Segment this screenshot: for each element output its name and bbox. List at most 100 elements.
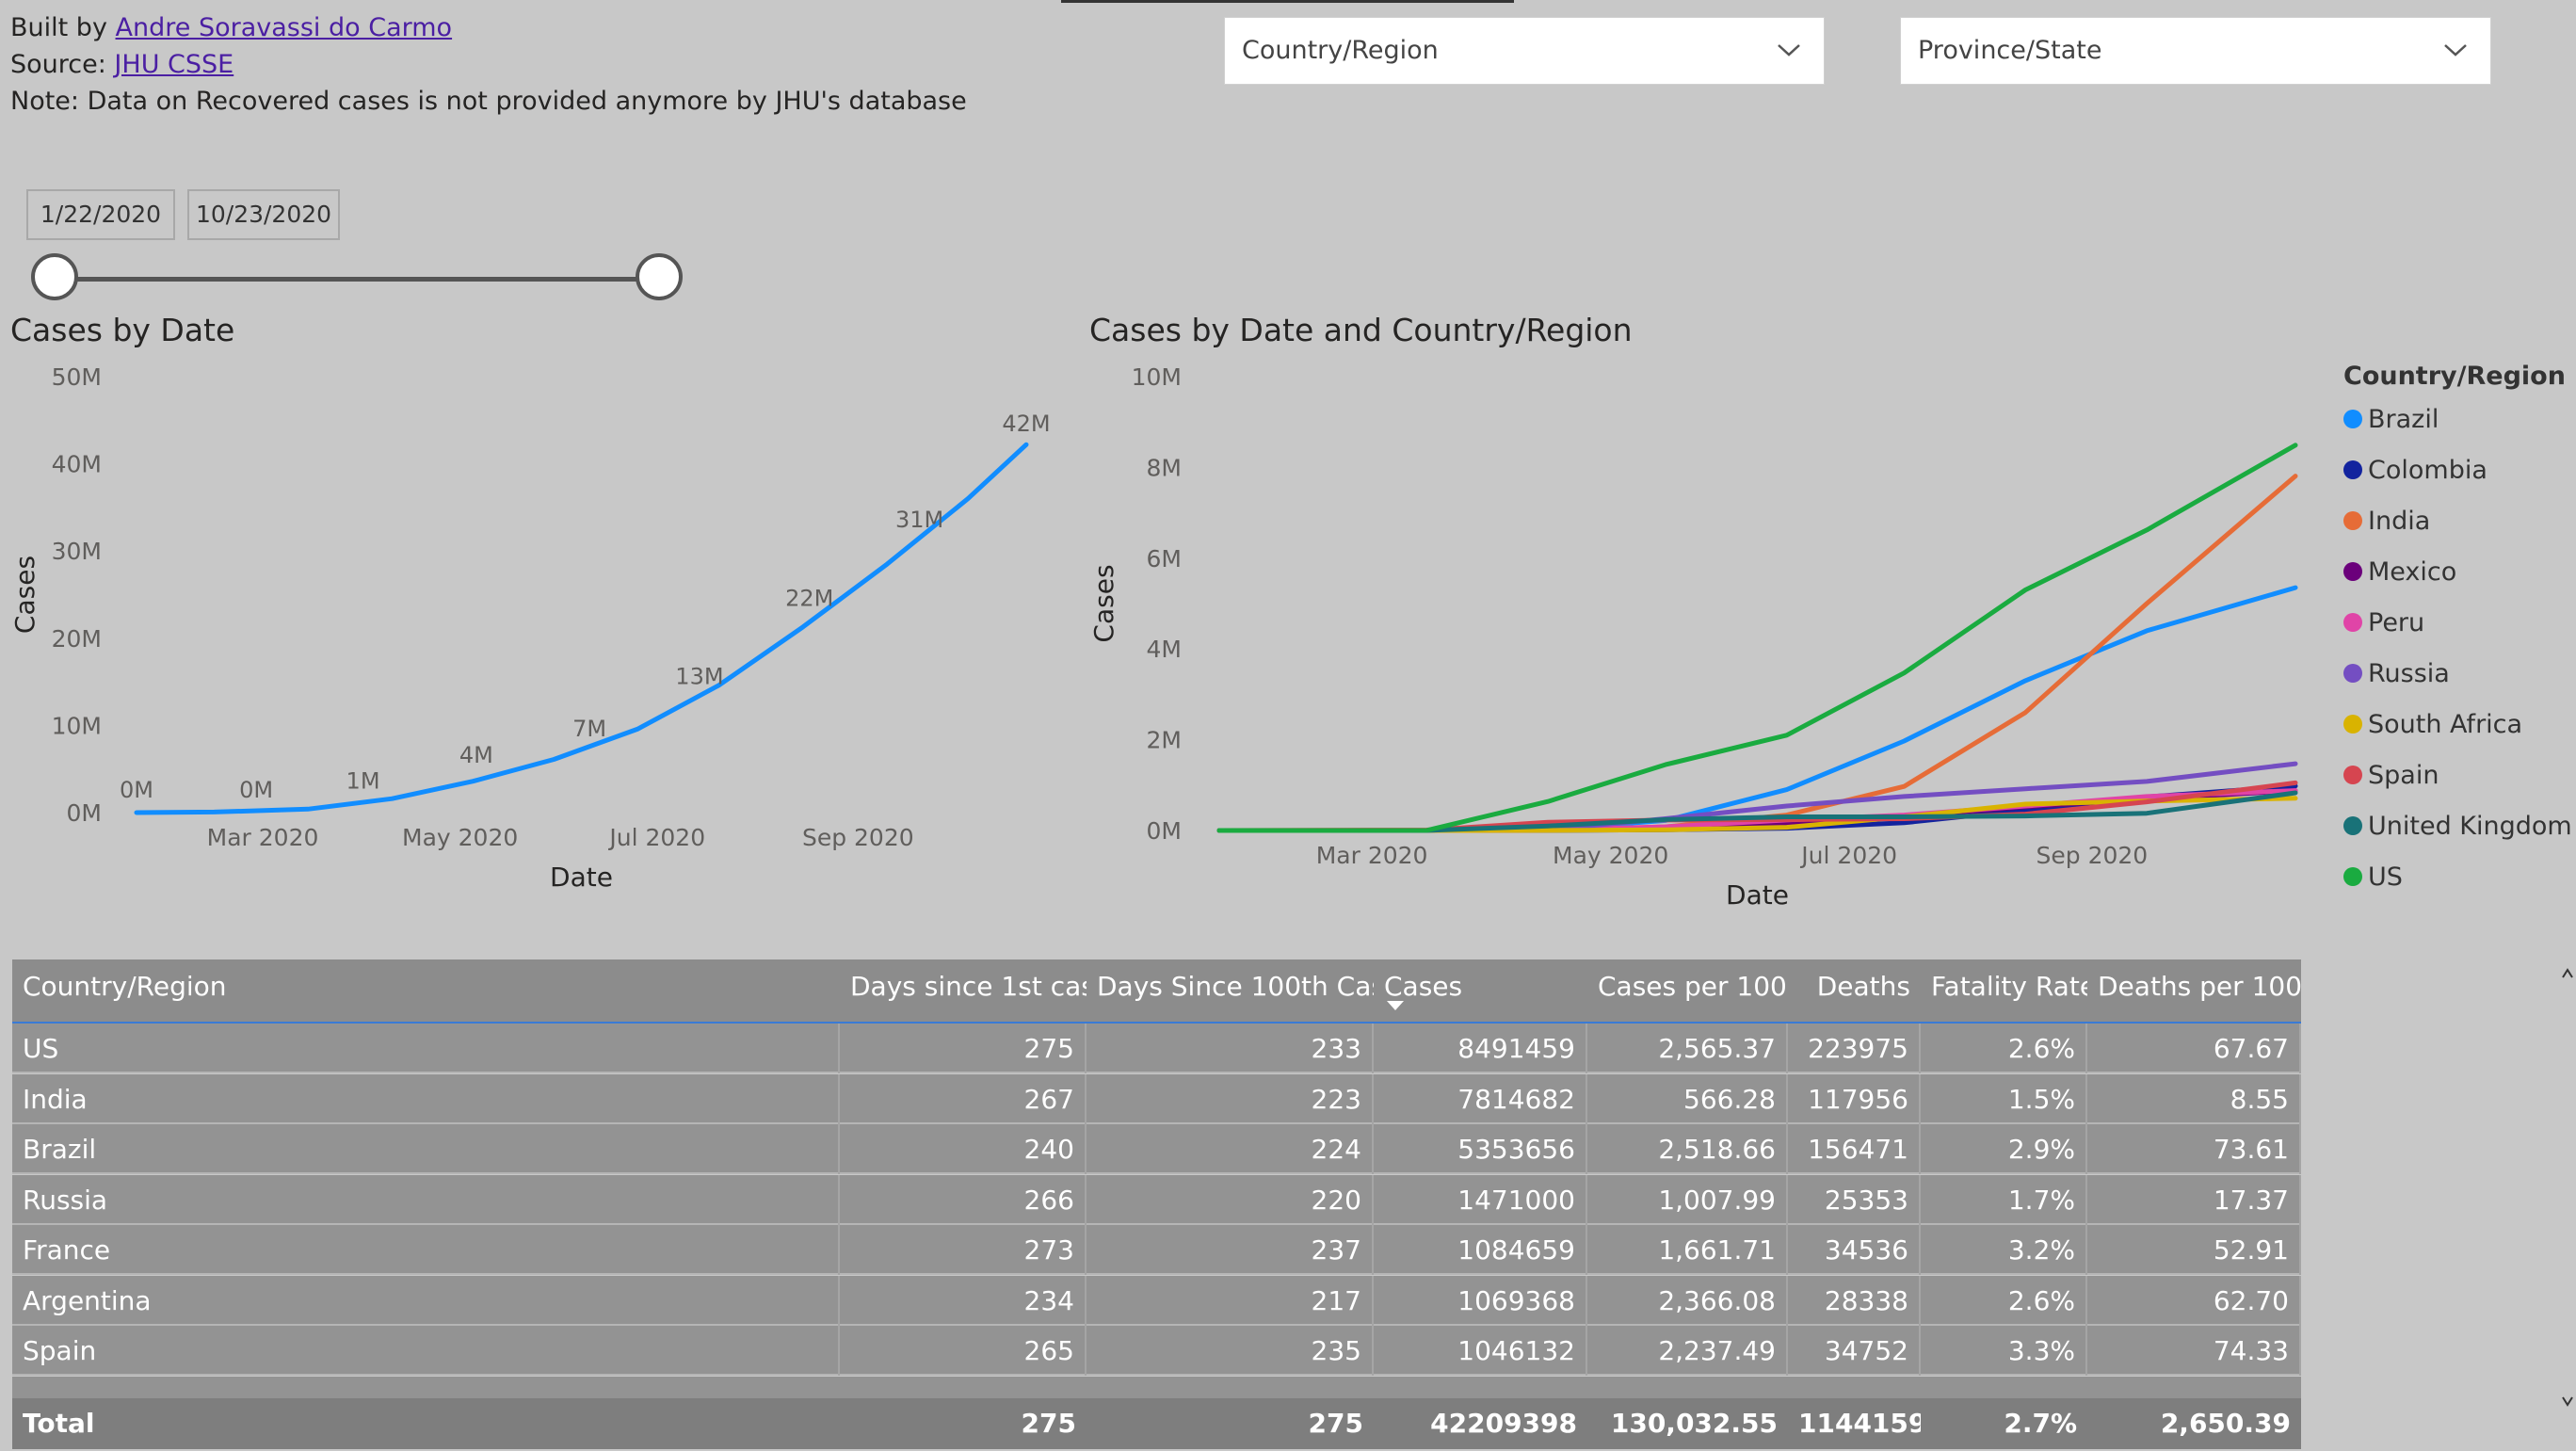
legend-label: US	[2368, 863, 2403, 892]
y-tick-label: 10M	[1132, 363, 1182, 391]
province-dropdown-label: Province/State	[1918, 36, 2102, 65]
table-cell: 234	[840, 1275, 1087, 1326]
column-header[interactable]: Country/Region	[23, 971, 227, 1002]
province-state-dropdown[interactable]: Province/State	[1900, 17, 2491, 85]
table-total-row: Total 275 275 42209398 130,032.55 1144159 2.7%…	[12, 1398, 2301, 1449]
scroll-up-icon[interactable]	[2561, 962, 2574, 985]
table-cell: 235	[1087, 1326, 1374, 1376]
table-row[interactable]: US 275 233 8491459 2,565.37 223975 2.6% 67.67	[12, 1024, 2301, 1073]
y-tick-label: 30M	[52, 538, 102, 565]
scroll-down-icon[interactable]	[2561, 1390, 2574, 1412]
legend-dot-icon	[2343, 664, 2362, 683]
data-label: 1M	[346, 768, 380, 795]
x-tick-label: Jul 2020	[1799, 842, 1897, 869]
column-header[interactable]: Cases	[1384, 971, 1463, 1002]
x-tick-label: May 2020	[402, 824, 518, 851]
table-cell: 7814682	[1374, 1073, 1587, 1124]
y-tick-label: 10M	[52, 712, 102, 739]
legend-item-india[interactable]: India	[2343, 507, 2430, 536]
table-cell: 275	[840, 1024, 1087, 1073]
x-tick-label: May 2020	[1553, 842, 1668, 869]
column-header[interactable]: Fatality Rate	[1931, 971, 2087, 1002]
date-slider-start-handle[interactable]	[31, 253, 78, 300]
table-cell: 237	[1087, 1225, 1374, 1275]
legend-label: Spain	[2368, 761, 2439, 790]
data-label: 22M	[785, 585, 833, 611]
table-cell: 1.5%	[1921, 1073, 2087, 1124]
start-date-input[interactable]: 1/22/2020	[26, 189, 175, 240]
column-header[interactable]: Days since 1st case	[850, 971, 1087, 1002]
y-tick-label: 6M	[1147, 545, 1182, 572]
y-tick-label: 40M	[52, 451, 102, 478]
series-line-united-kingdom	[1216, 790, 2298, 833]
table-cell: 275	[1308, 1408, 1363, 1439]
table-cell: 1,007.99	[1587, 1174, 1788, 1225]
legend-item-south-africa[interactable]: South Africa	[2343, 710, 2522, 739]
table-cell: 267	[840, 1073, 1087, 1124]
x-tick-label: Mar 2020	[207, 824, 319, 851]
y-tick-label: 2M	[1147, 727, 1182, 754]
table-row[interactable]: France 273 237 1084659 1,661.71 34536 3.2% 52.9…	[12, 1225, 2301, 1275]
table-cell: 156471	[1788, 1124, 1921, 1174]
table-cell: 8491459	[1374, 1024, 1587, 1073]
x-tick-label: Jul 2020	[607, 824, 705, 851]
legend-dot-icon	[2343, 766, 2362, 784]
table-cell: France	[12, 1225, 840, 1275]
chart-2-title: Cases by Date and Country/Region	[1089, 312, 1633, 348]
end-date-input[interactable]: 10/23/2020	[187, 189, 340, 240]
legend-item-russia[interactable]: Russia	[2343, 659, 2450, 688]
table-cell: 223	[1087, 1073, 1374, 1124]
date-slider-track[interactable]	[56, 277, 659, 282]
table-cell: Total	[23, 1408, 95, 1439]
x-tick-label: Sep 2020	[2037, 842, 2149, 869]
sort-descending-icon[interactable]	[1387, 1001, 1404, 1010]
y-axis-label: Cases	[9, 556, 40, 634]
table-cell: 34752	[1788, 1326, 1921, 1376]
table-row[interactable]: Brazil 240 224 5353656 2,518.66 156471 2.9% 73.…	[12, 1124, 2301, 1174]
y-axis-label: Cases	[1088, 564, 1119, 642]
table-row[interactable]: India 267 223 7814682 566.28 117956 1.5% 8.55	[12, 1073, 2301, 1124]
chevron-down-icon	[1778, 44, 1800, 56]
legend-item-colombia[interactable]: Colombia	[2343, 456, 2487, 485]
table-row[interactable]: Argentina 234 217 1069368 2,366.08 28338 2.6% 6…	[12, 1275, 2301, 1326]
table-row[interactable]: Spain 265 235 1046132 2,237.49 34752 3.3% 74.33	[12, 1326, 2301, 1376]
table-cell: 2,237.49	[1587, 1326, 1788, 1376]
legend-item-spain[interactable]: Spain	[2343, 761, 2439, 790]
legend-item-mexico[interactable]: Mexico	[2343, 557, 2456, 587]
table-cell: 73.61	[2087, 1124, 2301, 1174]
column-header[interactable]: Deaths per 100k	[2098, 971, 2301, 1002]
built-by-prefix: Built by	[10, 13, 116, 42]
table-cell: 25353	[1788, 1174, 1921, 1225]
column-header[interactable]: Cases per 100k	[1598, 971, 1788, 1002]
table-cell: 67.67	[2087, 1024, 2301, 1073]
y-tick-label: 0M	[1147, 817, 1182, 845]
table-cell: Spain	[12, 1326, 840, 1376]
legend-label: Mexico	[2368, 557, 2457, 587]
legend-item-peru[interactable]: Peru	[2343, 608, 2424, 637]
table-cell: 266	[840, 1174, 1087, 1225]
legend-dot-icon	[2343, 511, 2362, 530]
date-slider-end-handle[interactable]	[636, 253, 683, 300]
table-cell: 240	[840, 1124, 1087, 1174]
table-cell: 1144159	[1798, 1408, 1921, 1439]
legend-label: United Kingdom	[2368, 812, 2572, 841]
x-tick-label: Sep 2020	[802, 824, 914, 851]
series-line-cases	[134, 442, 1029, 815]
country-region-dropdown[interactable]: Country/Region	[1224, 17, 1825, 85]
table-cell: 130,032.55	[1610, 1408, 1778, 1439]
column-header[interactable]: Days Since 100th Case	[1097, 971, 1374, 1002]
source-link[interactable]: JHU CSSE	[114, 50, 234, 79]
author-link[interactable]: Andre Soravassi do Carmo	[115, 13, 453, 42]
legend-item-united-kingdom[interactable]: United Kingdom	[2343, 812, 2572, 841]
table-cell: 2,565.37	[1587, 1024, 1788, 1073]
legend-item-brazil[interactable]: Brazil	[2343, 405, 2439, 434]
y-tick-label: 0M	[67, 799, 102, 827]
table-row[interactable]: Russia 266 220 1471000 1,007.99 25353 1.7% 17.3…	[12, 1174, 2301, 1225]
legend-item-us[interactable]: US	[2343, 863, 2403, 892]
table-cell: 42209398	[1430, 1408, 1577, 1439]
table-cell: 273	[840, 1225, 1087, 1275]
column-header[interactable]: Deaths	[1816, 971, 1910, 1002]
legend-dot-icon	[2343, 562, 2362, 581]
y-tick-label: 50M	[52, 363, 102, 391]
legend-label: India	[2368, 507, 2431, 536]
